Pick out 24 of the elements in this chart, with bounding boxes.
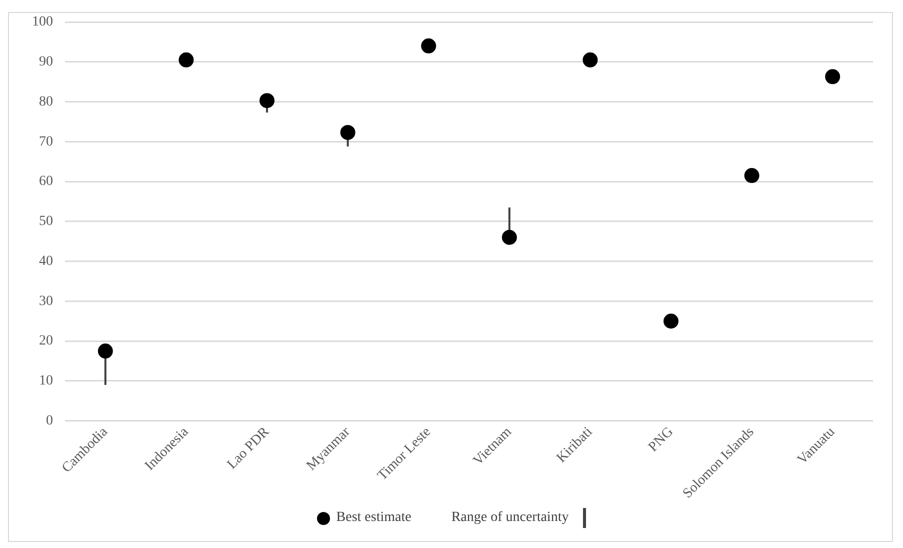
point <box>744 168 760 184</box>
point <box>98 344 113 359</box>
y-tick-label: 90 <box>39 54 53 70</box>
y-tick-label: 70 <box>39 134 53 150</box>
y-tick-label: 10 <box>39 374 53 389</box>
y-tick-label: 60 <box>39 174 53 190</box>
point <box>582 52 598 68</box>
y-tick-label: 100 <box>32 14 53 30</box>
point <box>421 38 436 54</box>
point <box>178 52 194 68</box>
text: Range of uncertainty <box>451 510 569 526</box>
y-tick-label: 0 <box>46 414 53 429</box>
legend-label: Best estimate <box>336 510 412 526</box>
point <box>260 93 274 108</box>
y-tick-label: 80 <box>39 94 53 110</box>
y-tick-label: 20 <box>39 334 53 349</box>
point <box>502 230 517 245</box>
point <box>825 69 840 84</box>
y-tick-label: 50 <box>39 214 53 230</box>
x-tick-label: Lao PDR <box>224 424 273 472</box>
point <box>340 124 356 140</box>
y-tick-label: 30 <box>39 294 53 309</box>
point <box>664 314 678 329</box>
y-tick-label: 40 <box>39 254 53 269</box>
